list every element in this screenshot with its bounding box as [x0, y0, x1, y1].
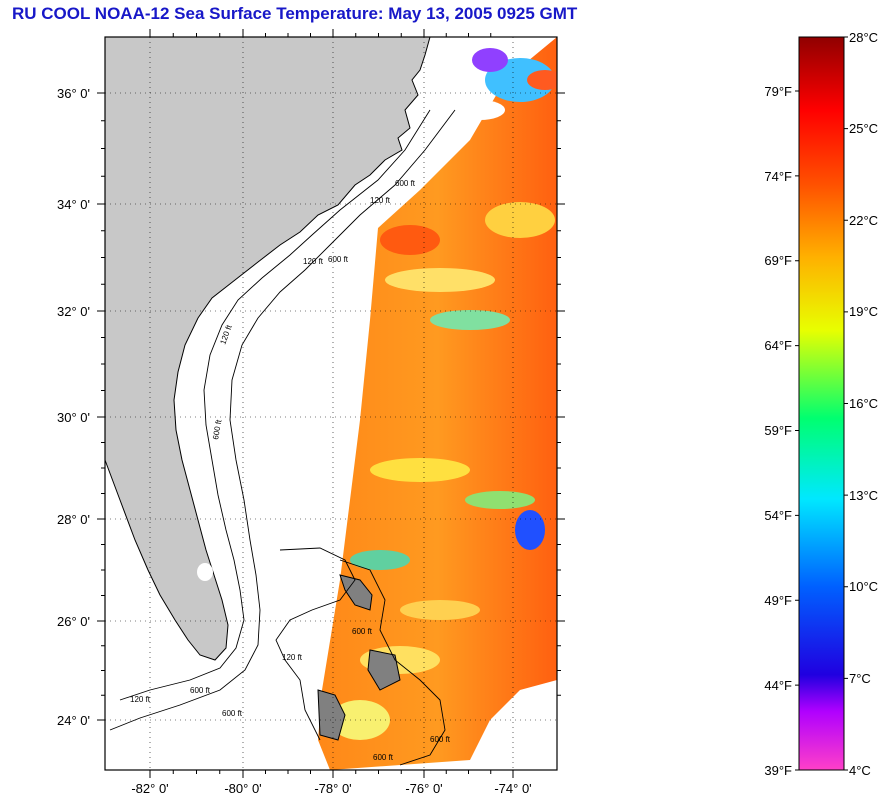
celsius-label: 25°C	[849, 121, 878, 136]
fahrenheit-label: 69°F	[764, 253, 792, 268]
islands	[317, 574, 401, 741]
contour-label: 600 ft	[328, 255, 349, 264]
lat-label: 26° 0'	[57, 614, 90, 629]
lon-label: -74° 0'	[494, 781, 531, 796]
lon-label: -76° 0'	[405, 781, 442, 796]
graticule	[105, 37, 557, 770]
lat-label: 30° 0'	[57, 410, 90, 425]
celsius-label: 10°C	[849, 579, 878, 594]
fahrenheit-label: 74°F	[764, 169, 792, 184]
map-frame	[104, 36, 558, 771]
celsius-label: 4°C	[849, 763, 871, 778]
contour-label: 120 ft	[130, 695, 151, 704]
temperature-colorbar: 28°C 25°C 22°C 19°C 16°C 13°C 10°C 7°C 4…	[764, 30, 878, 778]
celsius-label: 16°C	[849, 396, 878, 411]
map-title: RU COOL NOAA-12 Sea Surface Temperature:…	[12, 4, 578, 23]
contour-label: 600 ft	[352, 627, 373, 636]
lon-label: -78° 0'	[314, 781, 351, 796]
bathymetry-contours	[109, 109, 456, 766]
fahrenheit-label: 39°F	[764, 763, 792, 778]
celsius-label: 7°C	[849, 671, 871, 686]
celsius-label: 28°C	[849, 30, 878, 45]
contour-label: 600 ft	[211, 418, 223, 440]
lake-okeechobee	[197, 563, 213, 581]
contour-label: 120 ft	[282, 653, 303, 662]
contour-label: 600 ft	[190, 686, 211, 695]
contour-label: 120 ft	[370, 196, 391, 205]
fahrenheit-label: 59°F	[764, 423, 792, 438]
map-area	[105, 37, 557, 770]
latitude-labels: 36° 0' 34° 0' 32° 0' 30° 0' 28° 0' 26° 0…	[57, 86, 90, 728]
fahrenheit-label: 64°F	[764, 338, 792, 353]
contour-label: 600 ft	[373, 753, 394, 762]
contour-labels: 120 ft 600 ft 120 ft 600 ft 120 ft 600 f…	[130, 179, 451, 762]
lon-label: -82° 0'	[131, 781, 168, 796]
celsius-label: 22°C	[849, 213, 878, 228]
lat-label: 36° 0'	[57, 86, 90, 101]
fahrenheit-label: 49°F	[764, 593, 792, 608]
fahrenheit-label: 79°F	[764, 84, 792, 99]
colorbar-ticks	[795, 36, 848, 771]
contour-label: 600 ft	[430, 735, 451, 744]
longitude-labels: -82° 0' -80° 0' -78° 0' -76° 0' -74° 0'	[131, 781, 531, 796]
lat-label: 32° 0'	[57, 304, 90, 319]
fahrenheit-label: 54°F	[764, 508, 792, 523]
celsius-label: 13°C	[849, 488, 878, 503]
lat-label: 28° 0'	[57, 512, 90, 527]
lat-label: 34° 0'	[57, 197, 90, 212]
celsius-label: 19°C	[849, 304, 878, 319]
colorbar-gradient	[798, 36, 845, 771]
contour-label: 600 ft	[222, 709, 243, 718]
fahrenheit-label: 44°F	[764, 678, 792, 693]
lat-label: 24° 0'	[57, 713, 90, 728]
lon-label: -80° 0'	[224, 781, 261, 796]
frame-ticks	[97, 29, 565, 778]
land-mass	[105, 37, 431, 661]
contour-label: 600 ft	[395, 179, 416, 188]
contour-label: 120 ft	[303, 257, 324, 266]
